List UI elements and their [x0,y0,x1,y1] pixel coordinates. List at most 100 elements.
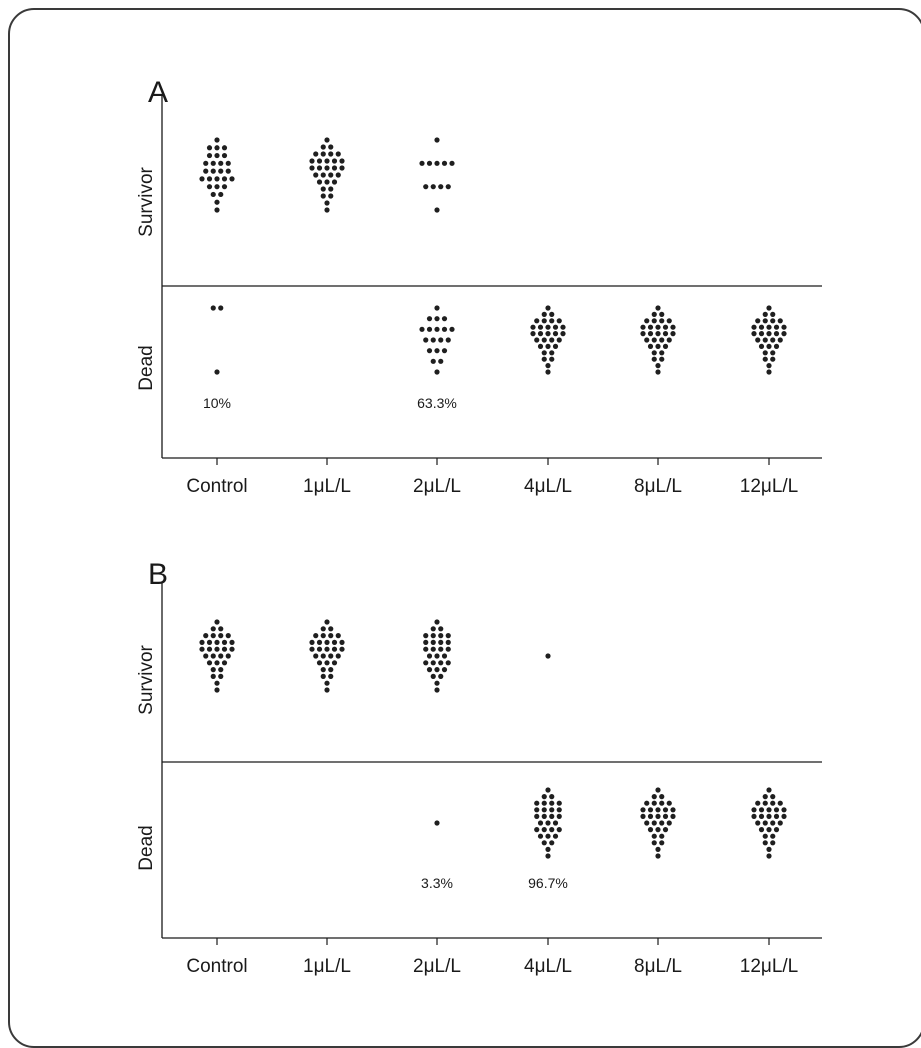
dead-point [659,350,665,356]
dead-point [755,800,761,806]
dead-point [647,343,654,349]
survivor-point [316,660,323,666]
dead-point [670,331,676,337]
dead-point [647,827,654,833]
survivor-point [229,646,235,652]
dead-point [644,318,650,324]
dead-point [534,813,540,820]
survivor-point [309,639,315,646]
survivor-point [331,660,338,666]
dead-point [762,311,768,317]
dead-point [662,807,669,813]
dead-point [670,324,676,330]
dead-point [751,813,757,820]
survivor-point [324,639,330,646]
survivor-point [434,160,440,166]
survivor-point [214,207,220,213]
dead-point [770,350,776,356]
survivor-point [320,653,326,659]
dead-point [541,318,547,324]
survivor-point [419,160,425,166]
survivor-point [214,660,220,666]
dead-point [770,840,776,846]
survivor-point [225,633,231,639]
survivor-point [214,176,220,182]
survivor-point [214,619,220,625]
survivor-point [320,193,326,199]
dead-point [751,324,757,330]
survivor-point [438,639,444,646]
dead-point [758,807,765,813]
survivor-point [438,673,444,680]
survivor-point [331,179,338,185]
survivor-point [328,151,334,157]
dead-point [659,337,665,343]
survivor-point [225,168,231,174]
survivor-point [426,160,433,166]
survivor-point [203,653,209,659]
survivor-point [331,639,338,646]
survivor-point [430,660,436,666]
survivor-point [320,172,326,178]
y-tick-label: Survivor [136,644,157,714]
dead-point [662,331,669,337]
dead-point [552,833,559,839]
dead-point [770,356,776,362]
survivor-point [218,653,224,659]
survivor-point [324,619,330,625]
survivor-point [218,667,224,673]
survivor-point [434,207,440,213]
dead-point [549,827,555,833]
dead-point [770,833,776,839]
dead-point [537,331,544,337]
dead-point [545,305,551,311]
dead-point [441,348,448,354]
dead-point [666,318,672,324]
survivor-point [313,633,319,639]
survivor-point [438,184,444,190]
survivor-point [335,633,341,639]
dead-point [644,337,650,343]
dead-point [777,820,783,826]
dead-point [534,827,540,833]
survivor-point [438,626,444,632]
dead-point [549,807,555,813]
dead-point [758,813,765,820]
dead-point [441,326,448,332]
dead-point [655,807,661,813]
dead-point [530,324,536,330]
dead-point [762,820,768,826]
dead-point [781,324,787,330]
dead-point [534,807,540,813]
dead-point [758,324,765,330]
dead-point [659,800,665,806]
x-tick-label: 8μL/L [634,956,682,977]
x-tick-label: 4μL/L [524,956,572,977]
dead-point [655,331,661,337]
survivor-point [214,152,220,159]
survivor-point [423,646,429,652]
dead-point [751,807,757,813]
dead-point [670,807,676,813]
panel-B: B Survivor Dead Control 1μL/L 2μL/L 4μL/L 8μL/L… [136,558,822,977]
dead-point [534,318,540,324]
survivor-point [210,168,216,174]
dead-point [655,846,661,853]
dead-point [781,807,787,813]
dead-point [655,813,661,820]
dead-point [556,813,562,820]
survivor-point [320,667,326,673]
dead-point [545,363,551,369]
dead-point [449,326,455,332]
survivor-point [229,176,235,182]
dead-point [534,800,540,806]
x-tick-label: Control [186,476,247,497]
survivor-point [430,184,436,190]
dead-point [766,363,772,369]
dead-point [434,348,440,354]
dead-point [651,840,657,846]
dead-point [781,813,787,820]
dead-point [537,324,544,330]
dead-point [541,807,547,813]
dead-point [647,331,654,337]
